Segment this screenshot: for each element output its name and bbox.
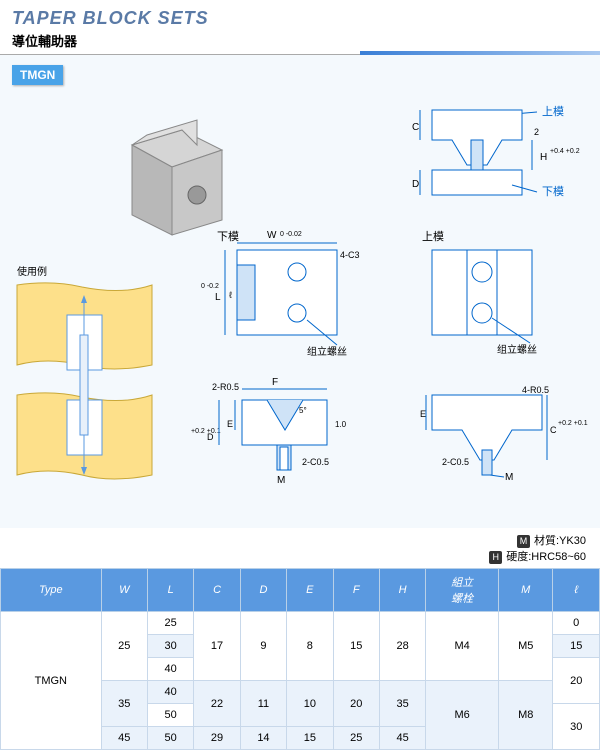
table-cell: 25 — [101, 612, 147, 681]
table-header: M — [498, 569, 553, 612]
table-cell: 15 — [333, 612, 379, 681]
svg-text:4-R0.5: 4-R0.5 — [522, 385, 549, 395]
svg-text:W: W — [267, 230, 277, 241]
svg-text:+0.2 +0.1: +0.2 +0.1 — [558, 420, 588, 427]
table-cell: 9 — [240, 612, 286, 681]
svg-text:D: D — [412, 179, 419, 190]
svg-text:ℓ: ℓ — [229, 290, 233, 300]
table-cell: 20 — [333, 681, 379, 727]
table-header: D — [240, 569, 286, 612]
table-cell: 50 — [147, 727, 193, 750]
table-cell: 28 — [379, 612, 425, 681]
table-cell: 8 — [287, 612, 333, 681]
svg-text:H: H — [540, 152, 547, 163]
table-header: H — [379, 569, 425, 612]
technical-drawing: 使用例 上模 下模 C D H +0.4 +0.2 2 — [12, 85, 588, 515]
table-cell: 40 — [147, 658, 193, 681]
table-cell: 20 — [553, 658, 600, 704]
table-header: C — [194, 569, 240, 612]
title-english: TAPER BLOCK SETS — [12, 8, 588, 29]
svg-text:下模: 下模 — [217, 230, 239, 243]
table-cell: 0 — [553, 612, 600, 635]
table-header: F — [333, 569, 379, 612]
svg-text:M: M — [505, 472, 513, 483]
material-mark: M — [517, 535, 530, 548]
svg-text:C: C — [550, 425, 557, 435]
svg-text:组立螺丝: 组立螺丝 — [497, 343, 537, 356]
svg-text:2: 2 — [534, 127, 539, 137]
svg-text:1.0: 1.0 — [335, 420, 347, 429]
table-header: W — [101, 569, 147, 612]
svg-text:E: E — [420, 409, 426, 419]
table-cell: 35 — [101, 681, 147, 727]
svg-text:0 -0.02: 0 -0.02 — [280, 231, 302, 238]
svg-text:+0.2 +0.1: +0.2 +0.1 — [191, 428, 221, 435]
table-cell: 45 — [101, 727, 147, 750]
svg-text:M: M — [277, 475, 285, 486]
table-header: 組立 螺栓 — [426, 569, 499, 612]
table-cell: 15 — [553, 635, 600, 658]
table-cell: 25 — [147, 612, 193, 635]
table-cell: 50 — [147, 704, 193, 727]
diagram-area: TMGN 使用例 上模 下模 — [0, 55, 600, 528]
svg-text:2-C0.5: 2-C0.5 — [302, 457, 329, 467]
hardness-mark: H — [489, 551, 502, 564]
title-chinese: 導位輔助器 — [12, 31, 588, 50]
table-header: E — [287, 569, 333, 612]
table-cell: 11 — [240, 681, 286, 727]
spec-lines: M材質:YK30 H硬度:HRC58~60 — [0, 528, 600, 568]
svg-text:5°: 5° — [299, 406, 307, 415]
svg-text:上模: 上模 — [542, 105, 564, 118]
svg-text:+0.4 +0.2: +0.4 +0.2 — [550, 148, 580, 155]
svg-text:E: E — [227, 419, 233, 429]
table-cell: M8 — [498, 681, 553, 750]
spec-table: TypeWLCDEFH組立 螺栓Mℓ TMGN252517981528M4M50… — [0, 568, 600, 750]
svg-text:2-R0.5: 2-R0.5 — [212, 382, 239, 392]
table-cell: 17 — [194, 612, 240, 681]
table-cell: 29 — [194, 727, 240, 750]
usage-label: 使用例 — [17, 265, 47, 278]
svg-text:2-C0.5: 2-C0.5 — [442, 457, 469, 467]
table-row: TMGN252517981528M4M50 — [1, 612, 600, 635]
product-tag: TMGN — [12, 65, 63, 85]
table-header: ℓ — [553, 569, 600, 612]
table-cell: M4 — [426, 612, 499, 681]
table-cell: 30 — [147, 635, 193, 658]
title-bar: TAPER BLOCK SETS 導位輔助器 — [0, 0, 600, 55]
svg-text:C: C — [412, 122, 419, 133]
table-cell: 15 — [287, 727, 333, 750]
table-header: Type — [1, 569, 102, 612]
table-cell: TMGN — [1, 612, 102, 750]
svg-text:0 -0.2: 0 -0.2 — [201, 283, 219, 290]
table-cell: 30 — [553, 704, 600, 750]
svg-text:L: L — [215, 292, 221, 303]
table-cell: 25 — [333, 727, 379, 750]
table-cell: 14 — [240, 727, 286, 750]
table-cell: M5 — [498, 612, 553, 681]
svg-text:上模: 上模 — [422, 230, 444, 243]
table-cell: M6 — [426, 681, 499, 750]
svg-text:F: F — [272, 377, 278, 388]
table-cell: 40 — [147, 681, 193, 704]
table-cell: 35 — [379, 681, 425, 727]
svg-text:4-C3: 4-C3 — [340, 250, 360, 260]
table-cell: 45 — [379, 727, 425, 750]
svg-text:组立螺丝: 组立螺丝 — [307, 345, 347, 358]
table-header: L — [147, 569, 193, 612]
table-cell: 22 — [194, 681, 240, 727]
svg-text:下模: 下模 — [542, 185, 564, 198]
table-cell: 10 — [287, 681, 333, 727]
